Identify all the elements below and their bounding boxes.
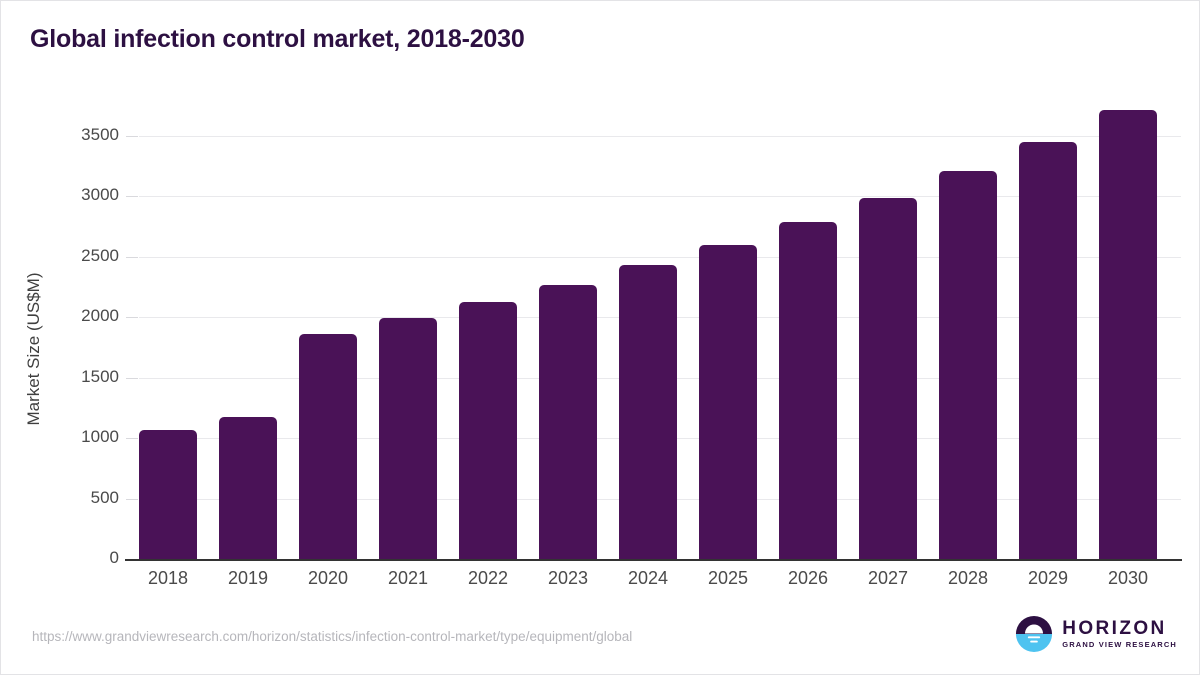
y-tick-label: 0 <box>109 548 119 567</box>
x-tick-label-2026: 2026 <box>787 568 829 588</box>
x-tick-label-2021: 2021 <box>387 568 429 588</box>
x-axis-line <box>125 559 1182 561</box>
x-tick-label-2023: 2023 <box>547 568 589 588</box>
bar-2026[interactable] <box>779 222 837 559</box>
x-tick-label-2027: 2027 <box>867 568 909 588</box>
brand-logo[interactable]: HORIZON GRAND VIEW RESEARCH <box>1015 615 1177 653</box>
bar-2024[interactable] <box>619 265 677 559</box>
y-tick-mark <box>126 498 138 500</box>
y-tick-mark <box>126 196 138 198</box>
horizon-circle-icon <box>1015 615 1053 653</box>
y-tick-label: 3000 <box>81 185 119 205</box>
bar-2019[interactable] <box>219 417 277 559</box>
y-tick-mark <box>126 317 138 319</box>
x-tick-label-2028: 2028 <box>947 568 989 588</box>
gridline <box>139 196 1181 198</box>
y-tick-label: 2000 <box>81 306 119 326</box>
bar-2027[interactable] <box>859 197 917 559</box>
bar-2028[interactable] <box>939 171 997 559</box>
x-tick-label-2018: 2018 <box>147 568 189 588</box>
y-tick-mark <box>126 438 138 440</box>
x-tick-label-2030: 2030 <box>1107 568 1149 588</box>
y-tick-mark <box>126 256 138 258</box>
x-tick-label-2020: 2020 <box>307 568 349 588</box>
bar-2022[interactable] <box>459 301 517 559</box>
x-tick-label-2029: 2029 <box>1027 568 1069 588</box>
y-tick-label: 1500 <box>81 366 119 386</box>
y-tick-label: 3500 <box>81 125 119 144</box>
source-url[interactable]: https://www.grandviewresearch.com/horizo… <box>32 629 633 644</box>
logo-text: HORIZON GRAND VIEW RESEARCH <box>1062 617 1177 649</box>
x-tick-label-2022: 2022 <box>467 568 509 588</box>
y-tick-label: 1000 <box>81 427 119 447</box>
y-tick-mark <box>126 136 138 137</box>
y-tick-label: 500 <box>90 487 119 507</box>
x-tick-label-2024: 2024 <box>627 568 669 588</box>
bar-2018[interactable] <box>139 429 197 559</box>
bar-2020[interactable] <box>299 333 357 559</box>
gridline <box>139 256 1181 258</box>
bar-2029[interactable] <box>1019 142 1077 559</box>
bar-2025[interactable] <box>699 244 757 559</box>
x-tick-label-2025: 2025 <box>707 568 749 588</box>
logo-wordmark: HORIZON <box>1062 617 1167 639</box>
y-tick-mark <box>126 377 138 379</box>
bar-2030[interactable] <box>1099 110 1157 559</box>
x-tick-label-2019: 2019 <box>227 568 269 588</box>
bar-2021[interactable] <box>379 317 437 559</box>
page-title: Global infection control market, 2018-20… <box>30 25 525 53</box>
y-tick-label: 2500 <box>81 245 119 265</box>
logo-tagline: GRAND VIEW RESEARCH <box>1062 639 1177 649</box>
gridline <box>139 136 1181 137</box>
bar-2023[interactable] <box>539 284 597 559</box>
